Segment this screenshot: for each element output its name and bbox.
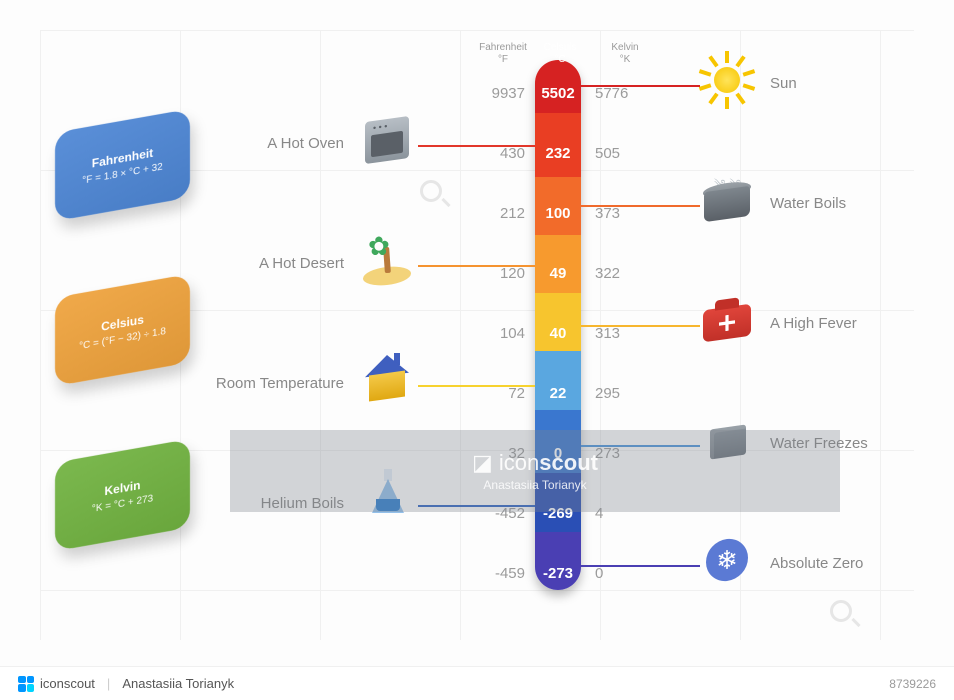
value-celsius: 49 xyxy=(535,265,581,282)
palm-icon: ✿ xyxy=(360,233,415,288)
connector-line xyxy=(418,265,535,267)
watermark-magnifier-icon xyxy=(830,600,852,622)
footer-author: Anastasiia Torianyk xyxy=(122,676,234,691)
value-kelvin: 0 xyxy=(595,565,650,582)
footer-id: 8739226 xyxy=(889,677,936,691)
connector-line xyxy=(581,565,700,567)
house-icon xyxy=(360,353,415,408)
temperature-row: 120 49 322 xyxy=(0,253,954,293)
value-fahrenheit: 212 xyxy=(470,205,525,222)
row-label: Sun xyxy=(770,75,797,92)
ice-icon xyxy=(700,413,755,468)
col-header-kelvin: Kelvin°K xyxy=(600,42,650,66)
value-celsius: 100 xyxy=(535,205,581,222)
value-kelvin: 505 xyxy=(595,145,650,162)
connector-line xyxy=(581,205,700,207)
footer-bar: iconscout | Anastasiia Torianyk 8739226 xyxy=(0,666,954,700)
connector-line xyxy=(418,505,535,507)
row-label: Room Temperature xyxy=(216,375,344,392)
connector-line xyxy=(581,445,700,447)
value-celsius: -269 xyxy=(535,505,581,522)
row-label: A High Fever xyxy=(770,315,857,332)
value-kelvin: 273 xyxy=(595,445,650,462)
snow-icon: ❄ xyxy=(700,533,755,588)
row-label: A Hot Oven xyxy=(267,135,344,152)
value-kelvin: 5776 xyxy=(595,85,650,102)
value-kelvin: 313 xyxy=(595,325,650,342)
medkit-icon xyxy=(700,293,755,348)
row-label: Absolute Zero xyxy=(770,555,863,572)
pot-icon: ༄༄ xyxy=(700,173,755,228)
value-kelvin: 322 xyxy=(595,265,650,282)
footer-brand: iconscout xyxy=(18,676,95,692)
value-kelvin: 373 xyxy=(595,205,650,222)
value-celsius: 40 xyxy=(535,325,581,342)
value-celsius: 5502 xyxy=(535,85,581,102)
value-fahrenheit: -452 xyxy=(470,505,525,522)
value-celsius: 0 xyxy=(535,445,581,462)
value-fahrenheit: 9937 xyxy=(470,85,525,102)
value-fahrenheit: 120 xyxy=(470,265,525,282)
watermark-magnifier-icon xyxy=(420,180,442,202)
value-kelvin: 295 xyxy=(595,385,650,402)
iconscout-logo-icon xyxy=(18,676,34,692)
value-celsius: -273 xyxy=(535,565,581,582)
value-celsius: 232 xyxy=(535,145,581,162)
sun-icon xyxy=(700,53,755,108)
temperature-row: 72 22 295 xyxy=(0,373,954,413)
value-fahrenheit: -459 xyxy=(470,565,525,582)
temperature-row: 9937 5502 5776 xyxy=(0,73,954,113)
row-label: A Hot Desert xyxy=(259,255,344,272)
connector-line xyxy=(581,325,700,327)
row-label: Helium Boils xyxy=(261,495,344,512)
connector-line xyxy=(418,145,535,147)
temperature-row: 430 232 505 xyxy=(0,133,954,173)
value-celsius: 22 xyxy=(535,385,581,402)
connector-line xyxy=(418,385,535,387)
flask-icon xyxy=(360,473,415,528)
row-label: Water Freezes xyxy=(770,435,868,452)
col-header-fahrenheit: Fahrenheit°F xyxy=(478,42,528,66)
value-kelvin: 4 xyxy=(595,505,650,522)
value-fahrenheit: 430 xyxy=(470,145,525,162)
connector-line xyxy=(581,85,700,87)
value-fahrenheit: 32 xyxy=(470,445,525,462)
row-label: Water Boils xyxy=(770,195,846,212)
col-header-celsius: Celsuis°C xyxy=(538,42,582,66)
value-fahrenheit: 104 xyxy=(470,325,525,342)
value-fahrenheit: 72 xyxy=(470,385,525,402)
oven-icon xyxy=(360,113,415,168)
temperature-row: -452 -269 4 xyxy=(0,493,954,533)
